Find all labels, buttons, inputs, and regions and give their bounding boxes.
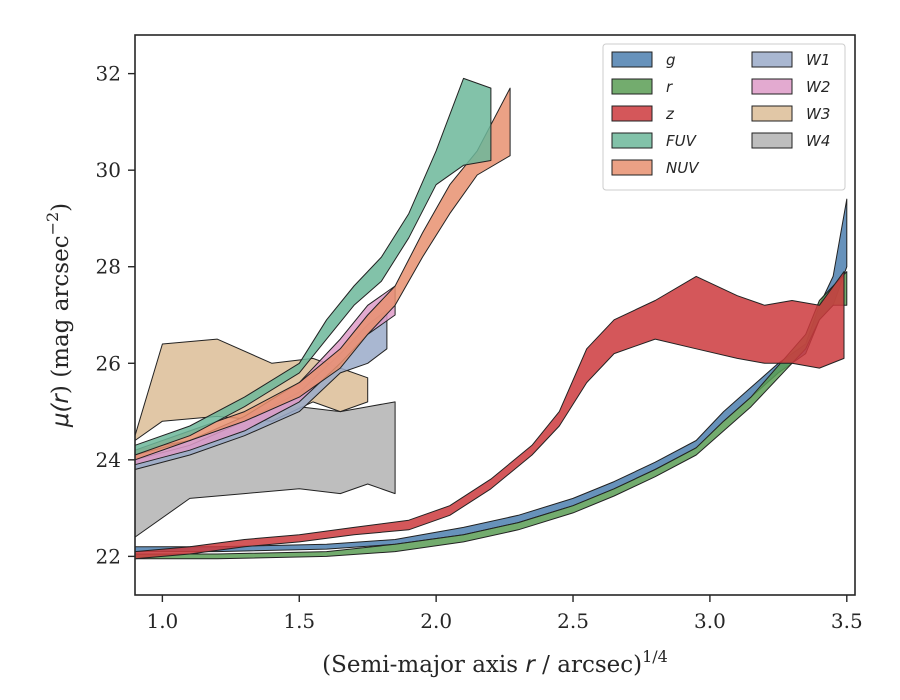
- y-axis-label-sup: −2: [43, 212, 62, 236]
- x-axis-label-main: (Semi-major axis: [322, 652, 525, 678]
- legend-swatch-z: [611, 105, 653, 122]
- ticks-layer: 1.0 1.5 2.0 2.5 3.0 3.5 22 24 26 28 30 32: [96, 62, 863, 633]
- x-axis-label-var: r: [525, 652, 536, 678]
- legend-label-w3: W3: [806, 105, 830, 123]
- series-layer: [134, 77, 848, 560]
- legend-swatch-w1: [751, 51, 793, 68]
- x-axis-label-rest: / arcsec): [535, 652, 642, 678]
- y-tick-label: 24: [96, 448, 121, 472]
- x-tick-label: 3.0: [694, 609, 726, 633]
- legend-label-g: g: [666, 51, 676, 69]
- legend-swatch-nuv: [611, 159, 653, 176]
- legend: grz FUV NUV W1 W2 W3 W4: [602, 43, 846, 191]
- x-tick-label: 2.0: [420, 609, 452, 633]
- legend-swatch-r: [611, 78, 653, 95]
- series-band-z: [134, 271, 845, 560]
- y-axis-label-close: ): [48, 203, 74, 212]
- legend-label-w1: W1: [806, 51, 830, 69]
- x-tick-label: 1.5: [283, 609, 315, 633]
- legend-swatch-g: [611, 51, 653, 68]
- y-axis-label-var: r: [48, 393, 74, 404]
- y-axis-label-rest: ) (mag arcsec: [48, 235, 74, 394]
- series-band-fuv: [134, 77, 492, 456]
- legend-label-w2: W2: [806, 78, 830, 96]
- series-band-r: [134, 271, 848, 560]
- legend-label-w4: W4: [806, 132, 830, 150]
- legend-label-nuv: NUV: [666, 159, 700, 177]
- series-band-nuv: [134, 87, 511, 461]
- x-axis-label: (Semi-major axis r / arcsec)1/4: [322, 647, 668, 678]
- x-tick-label: 2.5: [557, 609, 589, 633]
- y-tick-label: 26: [96, 351, 121, 375]
- legend-label-fuv: FUV: [666, 132, 698, 150]
- legend-label-r: r: [666, 78, 673, 96]
- legend-swatch-fuv: [611, 132, 653, 149]
- legend-swatch-w2: [751, 78, 793, 95]
- x-axis-label-sup: 1/4: [642, 647, 668, 666]
- y-tick-label: 32: [96, 62, 121, 86]
- legend-swatch-w3: [751, 105, 793, 122]
- x-tick-label: 1.0: [146, 609, 178, 633]
- y-axis-label-main: μ(: [48, 403, 74, 429]
- legend-label-z: z: [665, 105, 675, 123]
- y-axis-label: μ(r) (mag arcsec−2): [43, 203, 74, 428]
- y-tick-label: 30: [96, 158, 121, 182]
- y-tick-label: 22: [96, 544, 121, 568]
- x-tick-label: 3.5: [831, 609, 863, 633]
- y-tick-label: 28: [96, 255, 121, 279]
- legend-swatch-w4: [751, 132, 793, 149]
- plot-frame: [134, 34, 856, 596]
